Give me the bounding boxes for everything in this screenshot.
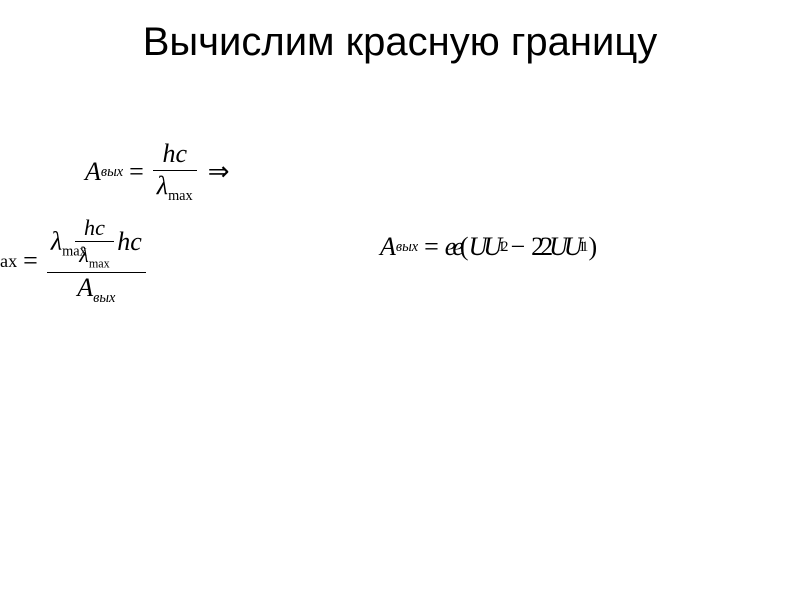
lambda-sym: λ bbox=[157, 171, 168, 200]
U-b: U bbox=[483, 232, 498, 261]
denominator-lambda-max: λmax bbox=[153, 172, 197, 205]
coef-2: 22 bbox=[531, 232, 549, 262]
sub-vykh-3: вых bbox=[396, 239, 418, 256]
inner-fraction: hc λmax bbox=[75, 216, 113, 271]
var-A: A bbox=[85, 157, 101, 187]
var-U1U2: UU bbox=[469, 232, 499, 262]
fraction-1: hc λmax bbox=[153, 140, 197, 205]
e-sym-dup: e bbox=[452, 232, 460, 261]
outer-bar bbox=[47, 272, 146, 273]
equation-3: Aвых = ee ( UU 12 − 22 UU11 ) bbox=[380, 232, 597, 262]
sub-2: 2 bbox=[501, 239, 504, 255]
rparen: ) bbox=[588, 232, 597, 262]
outer-den: Aвых bbox=[47, 274, 146, 307]
factor-e: ee bbox=[445, 232, 460, 262]
inner-den: λmax bbox=[75, 243, 113, 271]
sub-vykh-2: вых bbox=[93, 290, 115, 306]
var-U-right: UU bbox=[549, 232, 579, 262]
outer-fraction: λmax hc λmax hc Aвых bbox=[47, 216, 146, 307]
inner-sub-max: max bbox=[89, 257, 110, 271]
sub-1c: 1 bbox=[581, 239, 584, 255]
two-b: 2 bbox=[540, 232, 549, 261]
sub-max: max bbox=[168, 188, 193, 204]
stray-hc: hc bbox=[117, 227, 142, 256]
var-A-2: A bbox=[77, 273, 93, 302]
stray-sub-ax: ax bbox=[0, 251, 17, 272]
lambda-sym-2: λ bbox=[51, 227, 62, 256]
sub-12: 12 bbox=[498, 239, 504, 256]
sub-11: 11 bbox=[579, 239, 585, 256]
equals-sign: = bbox=[129, 157, 144, 187]
U-d: U bbox=[564, 232, 579, 261]
equals-sign-2: = bbox=[23, 246, 38, 276]
inner-num-hc: hc bbox=[75, 216, 113, 240]
U-a: U bbox=[469, 232, 484, 261]
implies-sym: ⇒ bbox=[208, 157, 230, 187]
minus-sym: − bbox=[510, 232, 525, 262]
lparen: ( bbox=[460, 232, 469, 262]
equals-sign-3: = bbox=[424, 232, 439, 262]
var-A-3: A bbox=[380, 232, 396, 262]
U-c: U bbox=[549, 232, 564, 261]
slide-title: Вычислим красную границу bbox=[0, 20, 800, 65]
inner-lambda: λ bbox=[79, 242, 89, 267]
equation-1: Aвых = hc λmax ⇒ bbox=[85, 140, 229, 205]
numerator-hc: hc bbox=[153, 140, 197, 169]
two-a: 2 bbox=[531, 232, 540, 261]
sub-vykh: вых bbox=[101, 164, 123, 181]
equation-2: ax = λmax hc λmax hc Aвых bbox=[0, 216, 149, 307]
outer-num: λmax hc λmax hc bbox=[47, 216, 146, 271]
